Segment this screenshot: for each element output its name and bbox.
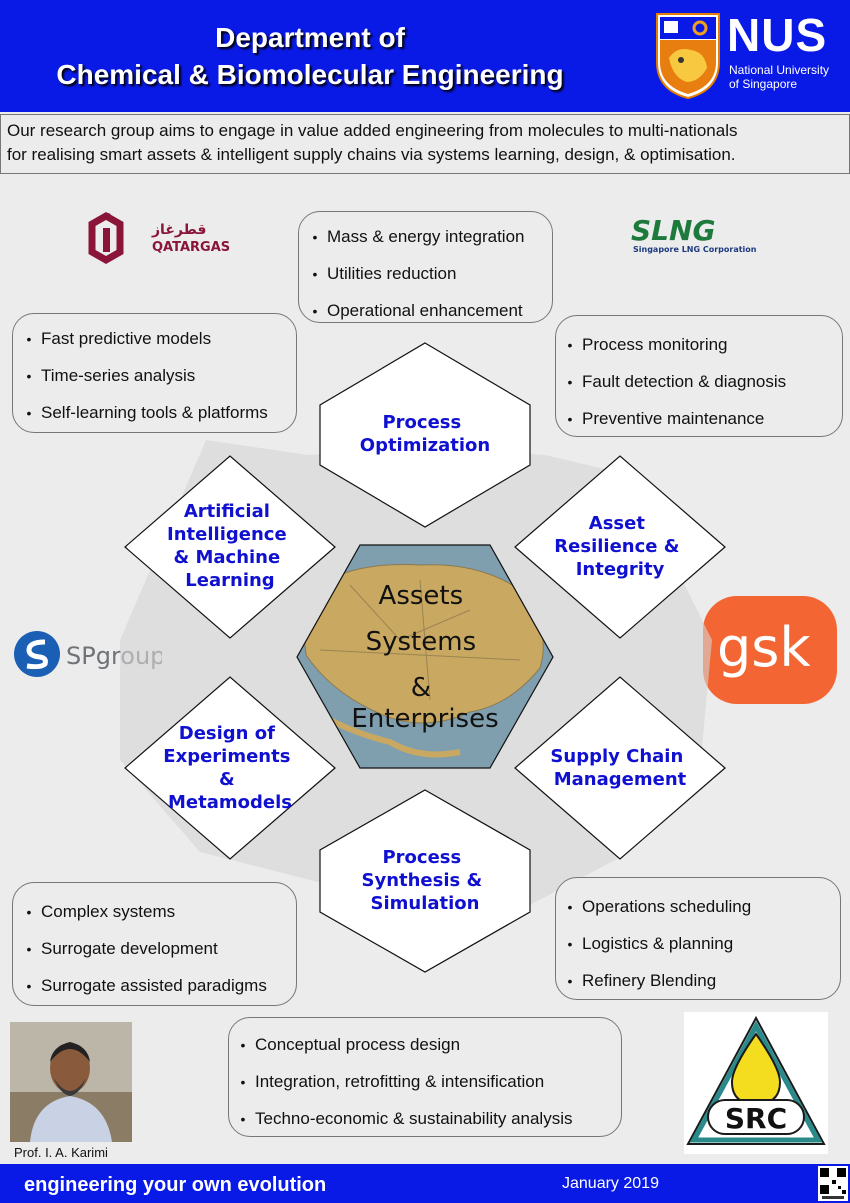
qatargas-name: QATARGAS: [152, 240, 230, 255]
intro-line1: Our research group aims to engage in val…: [7, 121, 738, 140]
hex-process-optimization: [319, 342, 531, 528]
nus-wordmark: NUS: [727, 9, 828, 61]
list-item: • Mass & energy integration: [312, 227, 525, 246]
hex-design-of-experiments: [124, 676, 336, 860]
box-asset-resilience: • Process monitoring • Fault detection & d…: [555, 315, 843, 437]
nus-subtitle-line1: National University: [729, 63, 830, 77]
qr-code-icon: [818, 1166, 848, 1201]
page-title-line2: Chemical & Biomolecular Engineering: [56, 59, 564, 90]
list-item: • Integration, retrofitting & intensifica…: [240, 1072, 545, 1091]
intro-text: Our research group aims to engage in val…: [0, 114, 850, 174]
qatargas-arabic: قطرغاز: [151, 222, 206, 238]
hex-center-assets: [296, 544, 554, 769]
hex-center-label: Assets Systems & Enterprises: [351, 581, 498, 734]
list-item: • Complex systems: [26, 902, 176, 921]
hex-supply-chain-label: Supply Chain Management: [550, 746, 689, 790]
hex-ai-label: Artificial Intelligence & Machine Learni…: [167, 501, 293, 591]
slng-logo: SLNG Singapore LNG Corporation: [631, 214, 757, 254]
list-item: • Refinery Blending: [567, 971, 717, 990]
hex-doe-label: Design of Experiments & Metamodels: [163, 723, 296, 813]
hex-asset-resilience: [514, 455, 726, 639]
hex-artificial-intelligence: [124, 455, 336, 639]
list-item: • Utilities reduction: [312, 264, 457, 283]
list-item: • Surrogate development: [26, 939, 218, 958]
slng-subtitle: Singapore LNG Corporation: [633, 245, 757, 254]
footer-banner: [0, 1164, 850, 1203]
list-item: • Surrogate assisted paradigms: [26, 976, 267, 995]
list-item: • Time-series analysis: [26, 366, 196, 385]
list-item: • Conceptual process design: [240, 1035, 461, 1054]
professor-caption: Prof. I. A. Karimi: [14, 1145, 108, 1160]
qatargas-logo: قطرغاز QATARGAS: [88, 211, 230, 265]
gsk-wordmark: gsk: [717, 616, 811, 679]
slng-wordmark: SLNG: [631, 214, 715, 247]
box-process-optimization: • Mass & energy integration • Utilities re…: [298, 211, 553, 323]
list-item: • Process monitoring: [567, 335, 728, 354]
professor-photo: [10, 1022, 132, 1142]
src-logo: SRC: [684, 1012, 828, 1154]
src-wordmark: SRC: [725, 1102, 787, 1135]
hex-process-optimization-label: Process Optimization: [360, 412, 490, 456]
list-item: • Techno-economic & sustainability analys…: [240, 1109, 573, 1128]
footer-motto: engineering your own evolution: [24, 1174, 327, 1196]
box-design-of-experiments: • Complex systems • Surrogate development …: [12, 882, 297, 1006]
box-process-synthesis: • Conceptual process design • Integration,…: [228, 1017, 622, 1137]
gsk-logo: gsk: [703, 596, 837, 704]
list-item: • Logistics & planning: [567, 934, 734, 953]
hex-supply-chain: [514, 676, 726, 860]
hex-process-synthesis: [319, 789, 531, 973]
page-title-line1: Department of: [215, 22, 405, 53]
nus-subtitle-line2: of Singapore: [729, 77, 798, 91]
list-item: • Self-learning tools & platforms: [26, 403, 268, 422]
intro-line2: for realising smart assets & intelligent…: [7, 145, 736, 164]
list-item: • Fast predictive models: [26, 329, 212, 348]
hex-process-synthesis-label: Process Synthesis & Simulation: [362, 847, 489, 914]
list-item: • Fault detection & diagnosis: [567, 372, 787, 391]
hex-asset-resilience-label: Asset Resilience & Integrity: [554, 513, 685, 580]
box-supply-chain: • Operations scheduling • Logistics & plan…: [555, 877, 841, 1000]
list-item: • Operational enhancement: [312, 301, 523, 320]
list-item: • Operations scheduling: [567, 897, 752, 916]
nus-crest-logo: [656, 13, 720, 100]
footer-date: January 2019: [562, 1175, 659, 1192]
list-item: • Preventive maintenance: [567, 409, 765, 428]
box-artificial-intelligence: • Fast predictive models • Time-series ana…: [12, 313, 297, 433]
